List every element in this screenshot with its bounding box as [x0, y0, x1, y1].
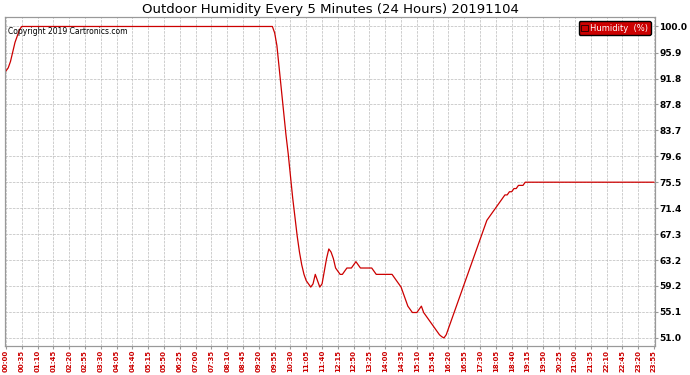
Text: Copyright 2019 Cartronics.com: Copyright 2019 Cartronics.com	[8, 27, 128, 36]
Title: Outdoor Humidity Every 5 Minutes (24 Hours) 20191104: Outdoor Humidity Every 5 Minutes (24 Hou…	[141, 3, 518, 16]
Legend: Humidity  (%): Humidity (%)	[579, 21, 651, 35]
